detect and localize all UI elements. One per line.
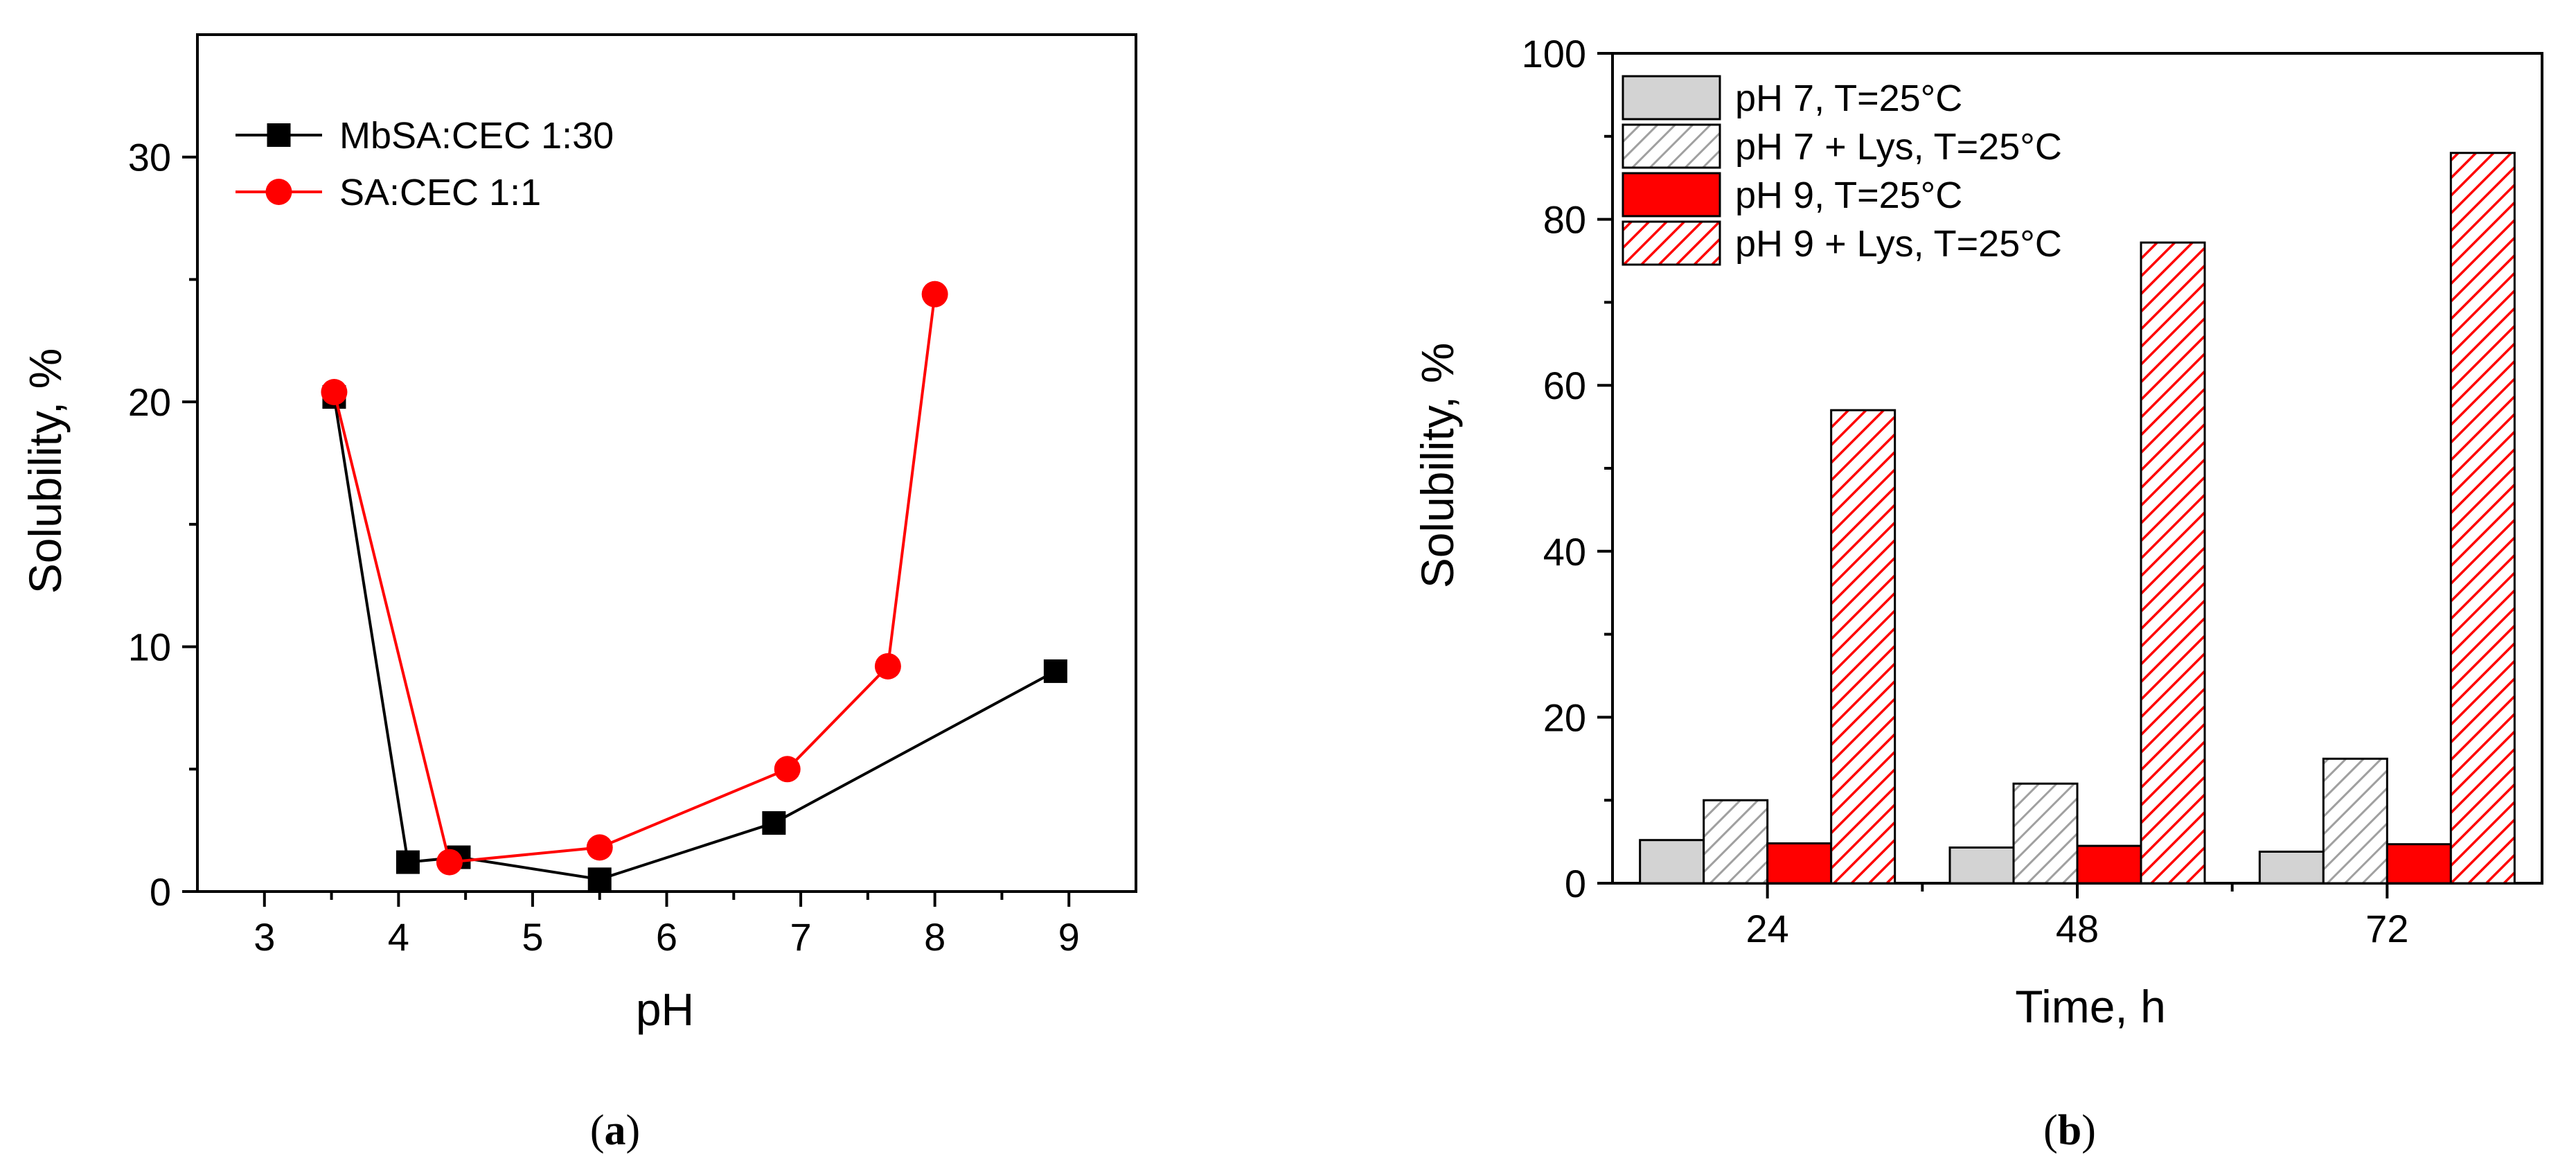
panel-a-legend-marker [267,123,291,147]
panel-b-bar-s2-c2 [2386,843,2452,885]
panel-b-legend-swatch [1622,220,1721,266]
panel-b-bar-s0-c0 [1639,839,1705,885]
panel-a-ytick-label: 30 [128,136,171,179]
panel-b-ylabel: Solubility, % [1412,343,1463,589]
panel-a-xlabel: pH [636,984,694,1035]
panel-b-bar-s1-c1 [2012,782,2079,885]
panel-a-xtick-label: 8 [924,915,945,959]
panel-a-point-square [1043,659,1067,683]
panel-a-caption-close: ) [626,1107,641,1154]
panel-a-xtick-label: 3 [254,915,275,959]
panel-b-xtick-label: 24 [1746,907,1789,950]
panel-b-ytick-label: 80 [1543,198,1586,242]
panel-a-point-circle [774,756,801,783]
panel-a-legend-label: MbSA:CEC 1:30 [339,115,614,157]
panel-a-xtick-label: 4 [388,915,409,959]
panel-b-bar-s0-c1 [1948,846,2015,885]
panel-a-line-chart: Solubility, % pH (a) 3 4 5 6 7 8 9 0 10 20 30 MbSA:… [19,33,1137,1154]
panel-b-bar-s3-c1 [2140,241,2206,885]
panel-b-legend-label: pH 7, T=25°C [1735,78,1962,119]
panel-b-legend-swatch [1622,123,1721,169]
panel-b-legend-label: pH 7 + Lys, T=25°C [1735,126,2062,168]
panel-b-ytick-label: 40 [1543,530,1586,574]
panel-a-point-circle [436,849,463,876]
panel-a-ytick-label: 0 [150,870,171,914]
panel-b-xtick-label: 48 [2056,907,2099,950]
panel-a-point-circle [586,834,613,861]
panel-a-ytick-label: 10 [128,626,171,669]
panel-b-ytick-label: 20 [1543,695,1586,739]
panel-b-bar-s0-c2 [2258,850,2325,885]
panel-a-xtick-label: 5 [522,915,543,959]
panel-a-ytick-label: 20 [128,380,171,424]
panel-a-point-circle [921,281,948,308]
panel-b-ytick-label: 60 [1543,364,1586,407]
panel-a-xtick-label: 9 [1058,915,1080,959]
panel-b-caption-letter: b [2058,1107,2081,1154]
panel-a-point-square [587,867,612,892]
panel-a-ylabel: Solubility, % [19,348,71,594]
panel-b-xlabel: Time, h [2015,981,2166,1032]
panel-b-xtick-label: 72 [2365,907,2408,950]
panel-b-bar-s1-c0 [1703,799,1769,885]
panel-a-point-square [762,811,786,835]
panel-b-bar-chart: Solubility, % Time, h (b) 0 20 40 60 80 100 24… [1412,32,2543,1154]
panel-b-legend-swatch [1622,172,1721,218]
panel-a-series-line-0 [332,396,1056,881]
panel-b-legend-label: pH 9 + Lys, T=25°C [1735,223,2062,265]
panel-a-plot-frame [196,33,1137,893]
panel-b-ytick-label: 100 [1522,32,1586,76]
panel-b-legend-label: pH 9, T=25°C [1735,175,1962,216]
panel-b-bar-s2-c0 [1766,842,1833,885]
panel-b-caption-close: ) [2081,1107,2096,1154]
panel-b-legend-swatch [1622,75,1721,121]
panel-a-point-circle [874,653,901,680]
panel-b-ytick-label: 0 [1565,862,1586,905]
panel-b-bar-s1-c2 [2322,757,2388,885]
panel-b-caption: (b) [2043,1107,2096,1154]
panel-a-xtick-label: 6 [656,915,677,959]
panel-a-caption-letter: a [605,1107,626,1154]
panel-a-caption: (a) [590,1107,640,1154]
panel-b-bar-s2-c1 [2076,844,2142,885]
panel-b-bar-s3-c0 [1830,409,1897,885]
panel-a-point-square [396,850,420,874]
panel-b-bar-s3-c2 [2449,152,2516,885]
panel-a-xtick-label: 7 [790,915,811,959]
panel-b-caption-open: ( [2043,1107,2058,1154]
panel-a-series-line-1 [332,294,936,864]
panel-a-point-circle [321,379,348,406]
panel-a-legend-marker [265,179,292,205]
panel-a-caption-open: ( [590,1107,605,1154]
panel-a-legend-label: SA:CEC 1:1 [339,172,541,213]
